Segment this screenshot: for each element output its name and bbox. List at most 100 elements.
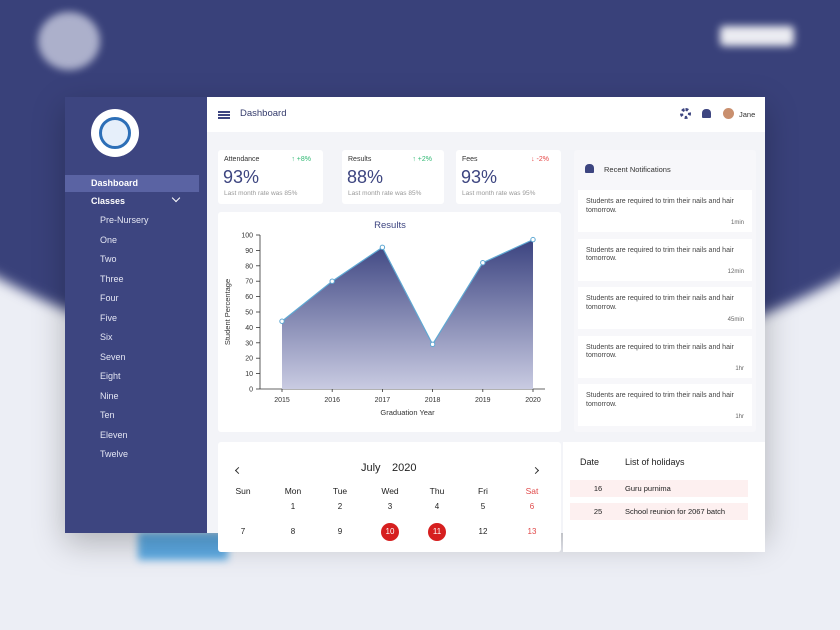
- page-title: Dashboard: [240, 108, 287, 119]
- nav-subitem[interactable]: Eight: [100, 371, 121, 381]
- x-axis-label: Graduation Year: [380, 408, 435, 417]
- data-point: [429, 341, 436, 348]
- bell-icon: [585, 164, 594, 173]
- x-tick-label: 2017: [375, 397, 391, 404]
- notification-text: Students are required to trim their nail…: [586, 198, 734, 214]
- nav-subitem[interactable]: Twelve: [100, 449, 129, 459]
- holiday-name: School reunion for 2067 batch: [625, 507, 726, 516]
- x-tick-label: 2020: [525, 397, 541, 404]
- stat-value: 93%: [223, 167, 260, 187]
- y-tick-label: 10: [245, 371, 253, 378]
- nav-subitem[interactable]: Eleven: [100, 429, 128, 440]
- weekday: Sun: [235, 486, 251, 496]
- day[interactable]: 3: [387, 502, 393, 511]
- y-tick-label: 70: [245, 279, 253, 286]
- weekday: Wed: [381, 486, 399, 496]
- nav-subitem[interactable]: One: [100, 234, 118, 245]
- notification-text: Students are required to trim their nail…: [586, 295, 734, 311]
- notification-item[interactable]: Students are required to trim their nail…: [578, 335, 752, 378]
- stat-card: Attendance ↑ +8% 93% Last month rate was 85…: [218, 150, 323, 204]
- stat-change: ↑ +2%: [412, 156, 432, 163]
- avatar[interactable]: [723, 108, 734, 119]
- menu-icon[interactable]: [218, 111, 230, 113]
- weekday: Thu: [429, 486, 445, 496]
- nav-subitem[interactable]: Five: [100, 312, 118, 323]
- nav-item[interactable]: Dashboard: [91, 178, 139, 188]
- stat-label: Attendance: [224, 156, 260, 163]
- data-point: [279, 318, 285, 324]
- day[interactable]: 10: [385, 527, 395, 536]
- chart-title: Results: [374, 220, 406, 231]
- day[interactable]: 1: [290, 502, 296, 511]
- x-tick-label: 2016: [324, 397, 340, 404]
- notification-text: Students are required to trim their nail…: [586, 343, 734, 360]
- nav-subitem[interactable]: Seven: [100, 351, 126, 362]
- day[interactable]: 5: [480, 502, 486, 511]
- weekday: Sat: [525, 486, 539, 496]
- notification-text: Students are required to trim their nail…: [586, 392, 734, 408]
- stat-note: Last month rate was 85%: [224, 190, 298, 197]
- chart-card: Results Student Percentage Graduation Year…: [218, 212, 561, 432]
- y-tick-label: 50: [245, 310, 253, 317]
- notification-time: 45min: [727, 317, 744, 323]
- notification-time: 1hr: [735, 365, 744, 372]
- notification-time: 1hr: [735, 414, 744, 420]
- day-highlight: [381, 523, 399, 541]
- nav-active-bg[interactable]: [65, 175, 199, 192]
- school-logo: [91, 109, 139, 157]
- data-point: [329, 278, 335, 284]
- results-chart: Results Student Percentage Graduation Year…: [223, 220, 545, 417]
- nav-subitem[interactable]: Three: [100, 273, 124, 284]
- prev-month[interactable]: [234, 466, 243, 475]
- nav-group[interactable]: Classes: [91, 196, 126, 206]
- nav-subitem[interactable]: Nine: [100, 390, 119, 401]
- stat-value: 88%: [347, 167, 384, 187]
- holidays-header: List of holidays: [625, 457, 685, 467]
- area: [282, 239, 533, 389]
- x-tick-label: 2015: [274, 397, 290, 404]
- nav-subitem[interactable]: Two: [100, 254, 117, 264]
- day[interactable]: 7: [240, 527, 246, 536]
- top-bar[interactable]: Dashboard Jane: [207, 97, 765, 132]
- notifications-card: Recent Notifications Students are require…: [574, 150, 756, 432]
- holiday-row: 25 School reunion for 2067 batch: [570, 503, 748, 520]
- nav-subitem[interactable]: Six: [100, 332, 113, 342]
- y-tick-label: 30: [245, 340, 253, 347]
- line: [281, 239, 534, 346]
- user-name[interactable]: Jane: [739, 110, 756, 119]
- day[interactable]: 6: [529, 502, 535, 511]
- calendar-year: 2020: [392, 462, 417, 474]
- nav-subitem[interactable]: Four: [100, 293, 119, 303]
- nav-subitem[interactable]: Pre-Nursery: [100, 215, 149, 225]
- holiday-date: 16: [593, 484, 603, 493]
- nav-subitem[interactable]: Ten: [100, 410, 115, 420]
- day[interactable]: 13: [527, 527, 537, 536]
- day[interactable]: 8: [290, 527, 296, 536]
- stat-card: Fees ↓ -2% 93% Last month rate was 95%: [456, 150, 561, 204]
- settings-icon[interactable]: [680, 108, 691, 119]
- data-point: [530, 236, 536, 243]
- y-tick-label: 0: [249, 387, 253, 394]
- day[interactable]: 9: [337, 527, 343, 536]
- holidays-card: Date List of holidays 16 Guru purnima 25 Scho…: [563, 442, 765, 552]
- day[interactable]: 12: [478, 527, 488, 536]
- next-month[interactable]: [531, 466, 540, 475]
- day[interactable]: 4: [434, 502, 440, 511]
- stat-label: Fees: [462, 156, 478, 163]
- data-point: [379, 244, 386, 251]
- notification-icon[interactable]: [702, 109, 711, 118]
- stat-note: Last month rate was 85%: [348, 190, 422, 197]
- day[interactable]: 2: [337, 502, 343, 511]
- notification-item[interactable]: Students are required to trim their nail…: [578, 190, 752, 232]
- day[interactable]: 11: [432, 527, 442, 536]
- holiday-name: Guru purnima: [625, 484, 671, 493]
- notification-item[interactable]: Students are required to trim their nail…: [578, 384, 752, 426]
- weekday: Mon: [284, 486, 302, 496]
- logo-emblem: [99, 117, 131, 149]
- notification-item[interactable]: Students are required to trim their nail…: [578, 238, 752, 281]
- stat-change: ↓ -2%: [531, 156, 549, 163]
- notification-item[interactable]: Students are required to trim their nail…: [578, 287, 752, 329]
- y-tick-label: 40: [245, 325, 253, 332]
- calendar-card: July 2020 Sun Mon Tue Wed Thu Fri Sat 1 2 3 4 5 6 7 8 9 10…: [218, 442, 561, 552]
